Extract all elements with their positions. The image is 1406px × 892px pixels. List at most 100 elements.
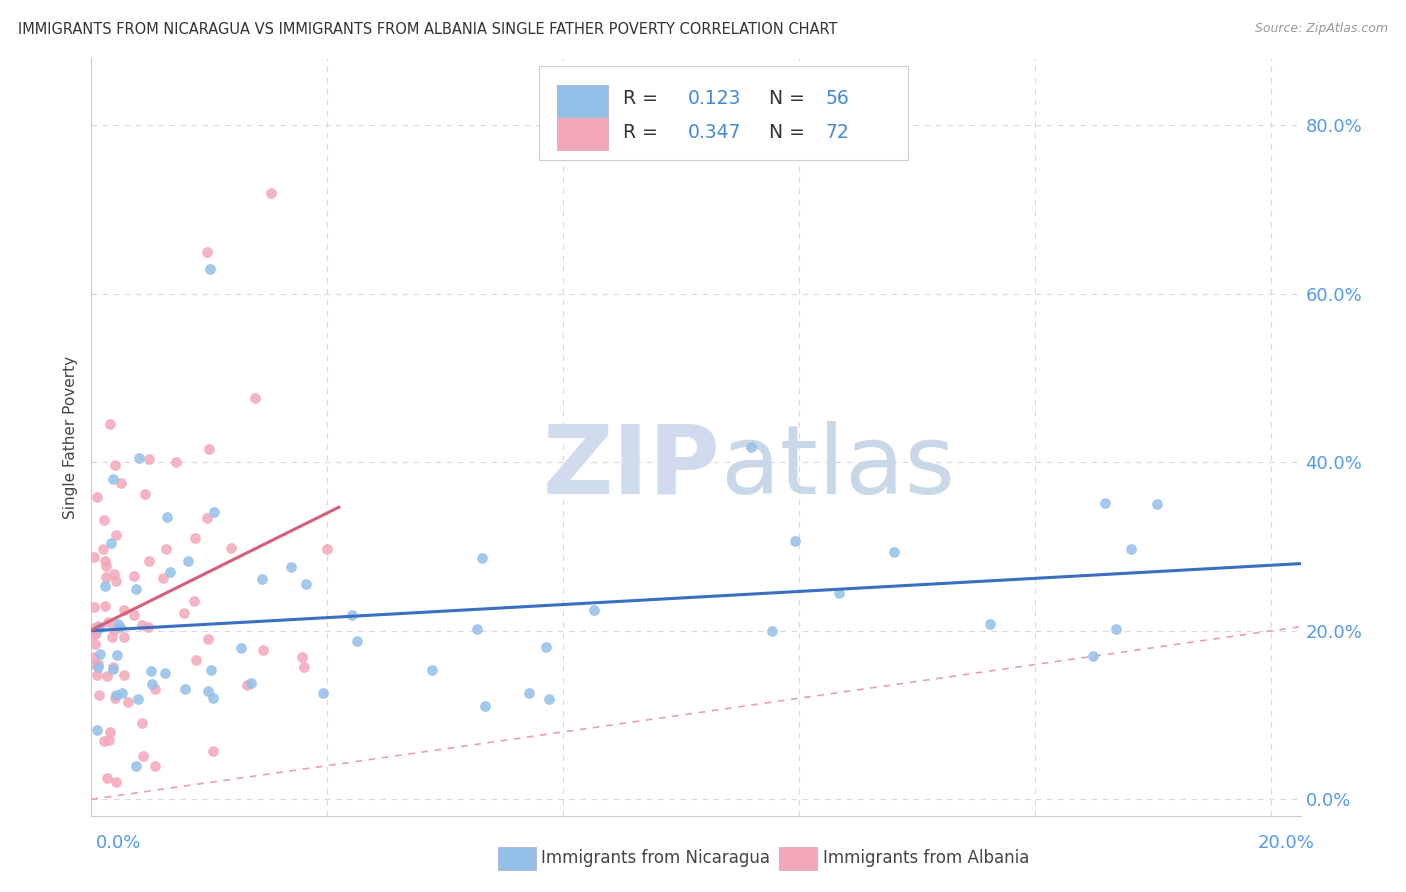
Point (100, 536, 122, 550)
Point (105, 528, 128, 542)
Point (240, 676, 263, 690)
Point (110, 475, 132, 490)
Point (219, 541, 242, 556)
Point (471, 550, 494, 565)
Point (94, 559, 117, 574)
Point (93, 579, 115, 593)
Point (83, 621, 105, 635)
Point (174, 682, 197, 697)
Point (104, 574, 127, 589)
Point (89, 620, 111, 634)
Point (112, 603, 135, 617)
Text: 56: 56 (825, 88, 849, 108)
Text: 72: 72 (825, 123, 849, 142)
Point (292, 659, 315, 673)
Point (517, 686, 540, 700)
Point (98, 724, 121, 739)
Point (138, 554, 160, 568)
Point (128, 450, 150, 465)
Point (252, 572, 274, 586)
Point (1105, 622, 1128, 636)
Text: N =: N = (769, 88, 810, 108)
Point (156, 510, 179, 524)
Point (125, 582, 148, 596)
Point (83, 549, 105, 564)
Point (101, 660, 124, 674)
Point (117, 695, 139, 709)
Point (740, 440, 762, 454)
Point (122, 568, 145, 582)
Point (260, 186, 283, 200)
Point (582, 603, 605, 617)
Point (112, 630, 135, 644)
Text: ZIP: ZIP (543, 421, 720, 514)
Point (103, 567, 125, 582)
Point (103, 661, 125, 675)
Point (94, 570, 117, 584)
Point (155, 541, 177, 556)
Point (86, 490, 108, 504)
Point (131, 618, 153, 632)
Point (112, 667, 135, 681)
Point (202, 505, 225, 519)
Point (104, 691, 127, 706)
Y-axis label: Single Father Poverty: Single Father Poverty (63, 356, 79, 518)
Point (1081, 648, 1104, 663)
Point (93, 554, 115, 568)
Point (134, 487, 156, 501)
Text: N =: N = (769, 123, 810, 142)
Point (420, 664, 443, 678)
Point (132, 748, 155, 763)
Point (342, 607, 364, 622)
Point (107, 648, 129, 662)
Text: IMMIGRANTS FROM NICARAGUA VS IMMIGRANTS FROM ALBANIA SINGLE FATHER POVERTY CORRE: IMMIGRANTS FROM NICARAGUA VS IMMIGRANTS … (18, 22, 838, 37)
Point (1146, 497, 1168, 511)
Point (145, 682, 167, 697)
Point (98, 417, 121, 431)
Point (84, 625, 107, 640)
FancyBboxPatch shape (557, 86, 607, 117)
Point (122, 607, 145, 622)
Point (291, 649, 314, 664)
Point (883, 545, 905, 559)
Text: atlas: atlas (720, 421, 955, 514)
Point (159, 566, 181, 580)
Point (94, 599, 117, 614)
Point (86, 723, 108, 737)
Point (91, 542, 114, 557)
Point (152, 571, 174, 585)
Point (98, 733, 121, 747)
Point (139, 664, 162, 678)
Text: Immigrants from Nicaragua: Immigrants from Nicaragua (541, 849, 770, 867)
Text: 20.0%: 20.0% (1258, 834, 1315, 852)
Point (761, 624, 783, 639)
Point (173, 606, 195, 620)
Point (97, 615, 120, 629)
Point (96, 669, 118, 683)
Point (1094, 496, 1116, 510)
Point (979, 617, 1001, 632)
Point (84, 637, 107, 651)
Point (136, 619, 159, 633)
Point (93, 734, 115, 748)
FancyBboxPatch shape (538, 65, 908, 161)
Point (104, 458, 127, 472)
Point (312, 685, 335, 699)
Text: 0.0%: 0.0% (96, 834, 141, 852)
Point (200, 663, 222, 677)
Point (828, 586, 851, 600)
Text: 0.347: 0.347 (688, 123, 741, 142)
Point (195, 510, 218, 524)
Point (96, 771, 118, 785)
Point (1119, 542, 1142, 557)
Point (316, 541, 339, 556)
Point (103, 472, 125, 486)
Point (474, 699, 496, 714)
Point (141, 677, 163, 691)
Point (143, 759, 166, 773)
Point (280, 560, 302, 574)
Point (87, 657, 110, 671)
Text: 0.123: 0.123 (688, 88, 741, 108)
Point (229, 641, 252, 656)
Point (252, 643, 274, 657)
